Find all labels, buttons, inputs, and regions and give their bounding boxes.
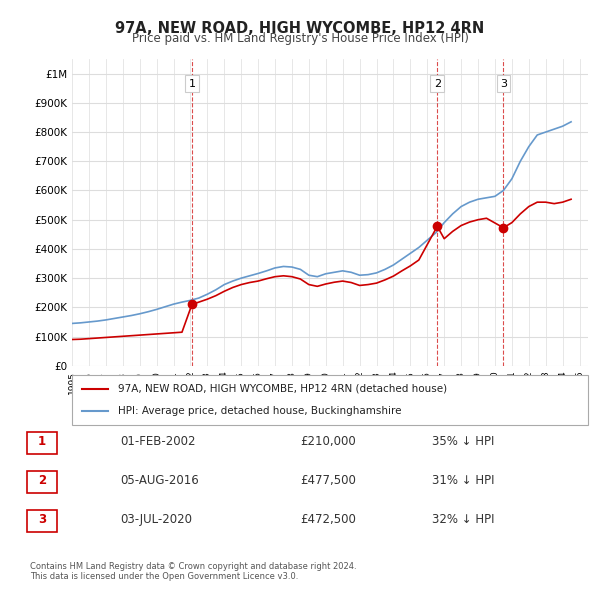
Text: £210,000: £210,000	[300, 435, 356, 448]
Text: 2: 2	[434, 78, 441, 88]
Text: 03-JUL-2020: 03-JUL-2020	[120, 513, 192, 526]
Text: Price paid vs. HM Land Registry's House Price Index (HPI): Price paid vs. HM Land Registry's House …	[131, 32, 469, 45]
Text: 97A, NEW ROAD, HIGH WYCOMBE, HP12 4RN (detached house): 97A, NEW ROAD, HIGH WYCOMBE, HP12 4RN (d…	[118, 384, 448, 394]
FancyBboxPatch shape	[27, 510, 57, 532]
Text: 2: 2	[38, 474, 46, 487]
Text: £477,500: £477,500	[300, 474, 356, 487]
Text: 32% ↓ HPI: 32% ↓ HPI	[432, 513, 494, 526]
FancyBboxPatch shape	[72, 375, 588, 425]
Text: 31% ↓ HPI: 31% ↓ HPI	[432, 474, 494, 487]
Text: 01-FEB-2002: 01-FEB-2002	[120, 435, 196, 448]
Text: Contains HM Land Registry data © Crown copyright and database right 2024.
This d: Contains HM Land Registry data © Crown c…	[30, 562, 356, 581]
FancyBboxPatch shape	[27, 432, 57, 454]
Text: 1: 1	[188, 78, 196, 88]
Text: 05-AUG-2016: 05-AUG-2016	[120, 474, 199, 487]
FancyBboxPatch shape	[27, 471, 57, 493]
Text: 1: 1	[38, 435, 46, 448]
Text: 35% ↓ HPI: 35% ↓ HPI	[432, 435, 494, 448]
Text: 97A, NEW ROAD, HIGH WYCOMBE, HP12 4RN: 97A, NEW ROAD, HIGH WYCOMBE, HP12 4RN	[115, 21, 485, 35]
Text: 3: 3	[38, 513, 46, 526]
Text: HPI: Average price, detached house, Buckinghamshire: HPI: Average price, detached house, Buck…	[118, 406, 402, 416]
Text: 3: 3	[500, 78, 507, 88]
Text: £472,500: £472,500	[300, 513, 356, 526]
